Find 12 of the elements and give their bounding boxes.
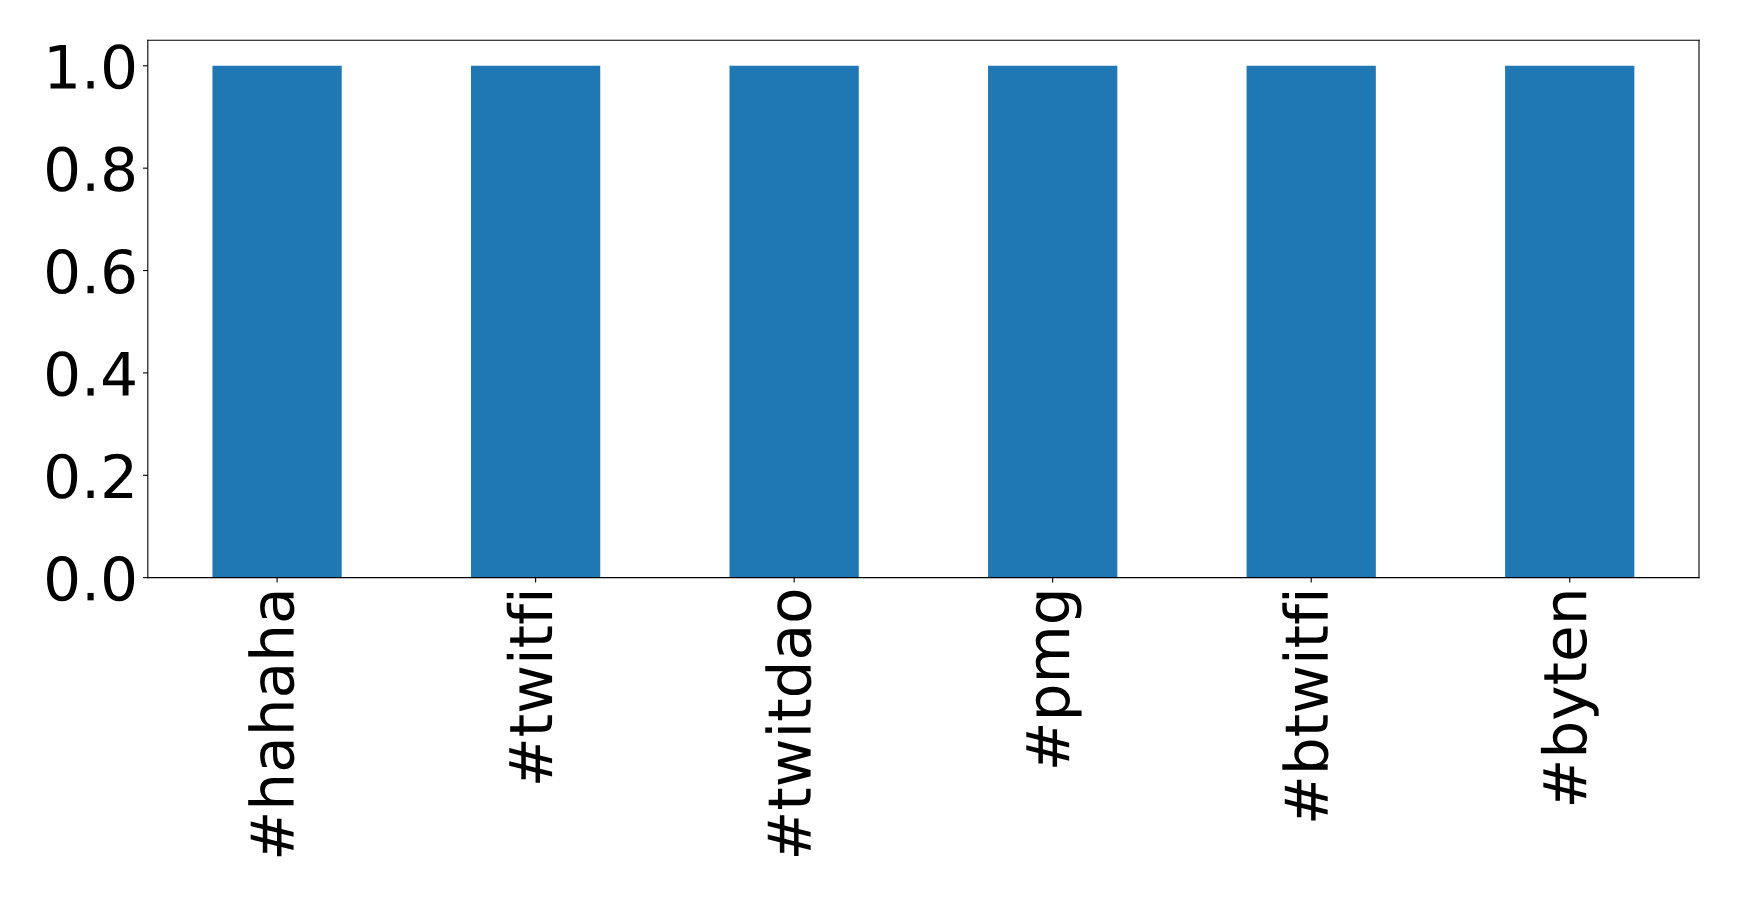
x-tick-label: #btwitfi (1282, 592, 1329, 821)
x-tick-label: #pmg (1026, 592, 1082, 767)
y-tick-label: 0.0 (47, 556, 135, 602)
y-tick-label: 1.0 (49, 44, 135, 90)
x-tick-label: #byten (1540, 592, 1599, 805)
x-tick-label: #twitdao (765, 590, 812, 857)
x-tick-label: #twitfi (506, 592, 553, 783)
x-tick-label: #hahaha (248, 592, 295, 857)
y-tick-label: 0.4 (47, 351, 135, 397)
y-tick-label: 0.6 (47, 248, 135, 295)
y-tick-label: 0.2 (47, 453, 133, 499)
y-tick-label: 0.8 (47, 146, 135, 192)
